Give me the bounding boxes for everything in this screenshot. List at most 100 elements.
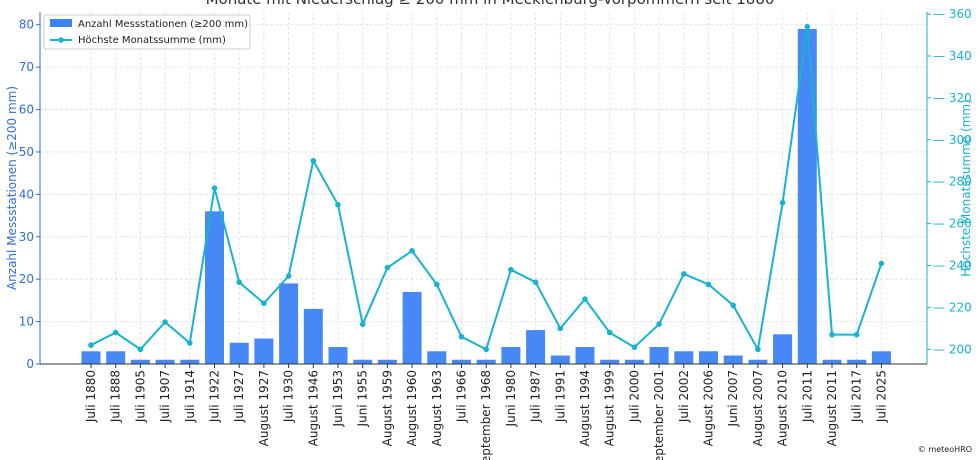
line-point bbox=[681, 271, 687, 277]
right-tick-label: — 220 bbox=[933, 300, 972, 314]
bar bbox=[797, 28, 817, 364]
x-tick-label: August 1963 bbox=[430, 370, 444, 446]
x-tick-label: Juni 2007 bbox=[726, 370, 740, 427]
bar bbox=[847, 359, 867, 364]
x-tick-label: Juni 1953 bbox=[331, 370, 345, 427]
left-tick-label: 0 bbox=[26, 357, 34, 371]
line-point bbox=[656, 321, 662, 327]
bar bbox=[674, 351, 694, 364]
bar bbox=[476, 359, 496, 364]
line-point bbox=[730, 302, 736, 309]
x-tick-label: August 2007 bbox=[751, 370, 765, 446]
category-labels: Juli 1880 Juli 1888 Juli 1905 Juli 1907 Juli… bbox=[84, 364, 888, 460]
legend-box bbox=[43, 14, 251, 50]
x-tick-label: August 1999 bbox=[603, 370, 617, 446]
bar bbox=[106, 351, 126, 364]
bar bbox=[452, 359, 471, 364]
x-tick-label: Juli 1966 bbox=[455, 370, 469, 423]
x-tick-label: Juli 2011 bbox=[800, 370, 814, 423]
x-tick-label: Juli 1880 bbox=[84, 370, 98, 423]
line-point bbox=[310, 157, 317, 164]
x-tick-label: Juli 1930 bbox=[282, 370, 296, 423]
legend: Anzahl Messstationen (≥200 mm) Höchste M… bbox=[43, 14, 251, 50]
axes bbox=[39, 12, 928, 365]
line-point bbox=[359, 321, 366, 327]
line-point bbox=[236, 279, 242, 286]
left-tick-label: 20 bbox=[19, 272, 34, 286]
grid bbox=[40, 12, 927, 365]
bar bbox=[205, 211, 224, 364]
bar bbox=[699, 351, 718, 364]
bar bbox=[155, 359, 175, 364]
x-tick-label: August 2006 bbox=[702, 370, 716, 446]
bar bbox=[377, 359, 397, 364]
bar bbox=[575, 347, 595, 364]
bar bbox=[871, 351, 891, 364]
line-point bbox=[261, 300, 267, 307]
left-tick-label: 10 bbox=[19, 315, 34, 329]
bar bbox=[773, 334, 793, 364]
left-tick-label: 60 bbox=[19, 103, 34, 117]
x-tick-label: Juli 2000 bbox=[627, 370, 641, 423]
line-point bbox=[853, 331, 860, 338]
legend-line-marker bbox=[58, 37, 64, 43]
line-point bbox=[582, 296, 588, 302]
bar bbox=[723, 355, 743, 364]
x-tick-label: August 1994 bbox=[578, 370, 592, 446]
line-point bbox=[335, 201, 341, 208]
left-tick-label: 70 bbox=[19, 60, 34, 74]
line-point bbox=[211, 185, 218, 191]
bar bbox=[600, 359, 620, 364]
left-tick-label: 50 bbox=[19, 145, 34, 159]
x-tick-label: Juli 1987 bbox=[529, 370, 543, 423]
bar bbox=[822, 359, 842, 364]
line-point bbox=[804, 23, 811, 30]
x-tick-label: Juli 2025 bbox=[874, 370, 888, 423]
line-point bbox=[384, 264, 391, 271]
x-tick-label: Juli 1927 bbox=[232, 370, 246, 423]
x-tick-label: August 1927 bbox=[257, 370, 271, 446]
chart-title: Monate mit Niederschlag ≥ 200 mm in Meck… bbox=[206, 0, 775, 8]
right-tick-label: — 300 bbox=[933, 133, 972, 147]
line-point bbox=[162, 319, 168, 325]
right-axis-ticks: — 200 — 220 — 240 — 260 — 280 — 300 — 320 — 340… bbox=[927, 7, 972, 356]
bar bbox=[180, 359, 200, 364]
bar bbox=[550, 355, 570, 364]
line-point bbox=[458, 333, 465, 340]
line-point bbox=[878, 260, 885, 267]
bar bbox=[303, 308, 323, 364]
bar bbox=[328, 347, 348, 364]
right-tick-label: — 360 bbox=[933, 7, 972, 21]
line-point bbox=[755, 346, 761, 353]
x-tick-label: Juni 1955 bbox=[356, 370, 370, 427]
line-point bbox=[285, 273, 292, 279]
right-tick-label: — 340 bbox=[933, 49, 972, 63]
right-tick-label: — 260 bbox=[933, 217, 972, 231]
bar bbox=[427, 351, 447, 364]
x-tick-label: August 1946 bbox=[306, 370, 320, 446]
line-point bbox=[137, 346, 144, 353]
x-tick-label: August 2010 bbox=[776, 370, 790, 446]
x-tick-label: Juli 1905 bbox=[133, 370, 147, 423]
x-tick-label: August 1959 bbox=[380, 370, 394, 446]
left-axis-ticks: 0 10 20 30 40 50 60 70 80 bbox=[19, 18, 40, 371]
bars bbox=[81, 28, 891, 364]
line-point bbox=[829, 331, 835, 338]
x-tick-label: August 2011 bbox=[825, 370, 839, 446]
bar bbox=[501, 347, 521, 364]
right-tick-label: — 200 bbox=[933, 342, 972, 356]
bar bbox=[748, 359, 768, 364]
right-tick-label: — 280 bbox=[933, 175, 972, 189]
y-axis-label-left: Anzahl Messstationen (≥200 mm) bbox=[5, 86, 19, 290]
line-point bbox=[508, 266, 514, 273]
line-point bbox=[557, 325, 564, 332]
line-point bbox=[779, 199, 786, 206]
left-tick-label: 80 bbox=[19, 18, 34, 32]
credit-text: © meteoHRO bbox=[918, 445, 972, 454]
line-point bbox=[187, 340, 193, 346]
line-point bbox=[434, 281, 440, 288]
legend-bar-swatch bbox=[50, 19, 72, 27]
bar bbox=[353, 359, 373, 364]
legend-label-bars: Anzahl Messstationen (≥200 mm) bbox=[78, 19, 248, 30]
